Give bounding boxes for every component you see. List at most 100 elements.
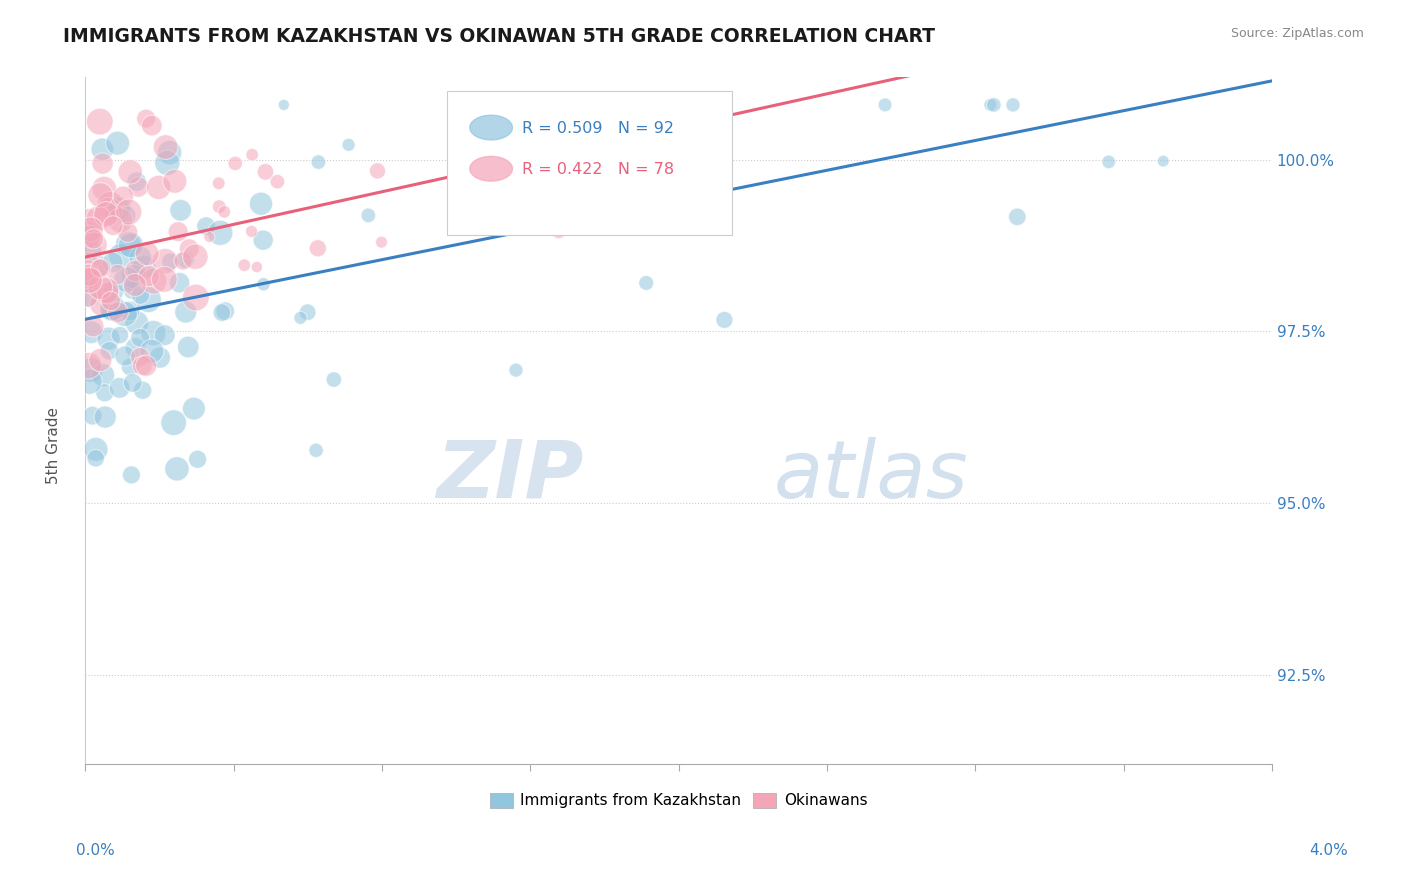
Point bbox=[141, 119, 163, 133]
Point bbox=[112, 189, 135, 203]
Point bbox=[208, 176, 231, 190]
Point bbox=[96, 207, 118, 221]
Point bbox=[983, 98, 1005, 112]
Point bbox=[290, 310, 312, 325]
Point bbox=[187, 452, 209, 467]
Point bbox=[115, 272, 138, 286]
Point bbox=[77, 214, 100, 228]
Point bbox=[125, 175, 148, 189]
Circle shape bbox=[470, 156, 512, 181]
Point bbox=[91, 156, 114, 170]
Point bbox=[713, 313, 735, 327]
Point bbox=[79, 243, 101, 257]
Point bbox=[1001, 98, 1024, 112]
Point bbox=[127, 180, 149, 194]
Point bbox=[89, 353, 111, 368]
Point bbox=[107, 268, 129, 282]
Point bbox=[214, 304, 236, 318]
Point bbox=[167, 225, 190, 239]
Point bbox=[129, 251, 152, 265]
Point bbox=[172, 253, 194, 268]
Point bbox=[600, 103, 623, 117]
Point bbox=[174, 305, 197, 319]
Point bbox=[524, 98, 547, 112]
Point bbox=[122, 269, 145, 284]
Point bbox=[179, 242, 201, 256]
Text: R = 0.509   N = 92: R = 0.509 N = 92 bbox=[522, 120, 673, 136]
Point bbox=[124, 341, 146, 355]
Point bbox=[366, 164, 388, 178]
Point bbox=[89, 188, 111, 202]
Text: 0.0%: 0.0% bbox=[76, 843, 115, 858]
Point bbox=[979, 98, 1001, 112]
Point bbox=[149, 351, 172, 365]
Point bbox=[117, 226, 139, 240]
Point bbox=[80, 363, 103, 377]
Point bbox=[214, 205, 236, 219]
Point bbox=[135, 359, 157, 373]
Point bbox=[224, 156, 246, 170]
Point bbox=[183, 401, 205, 416]
Text: Source: ZipAtlas.com: Source: ZipAtlas.com bbox=[1230, 27, 1364, 40]
Point bbox=[117, 237, 139, 252]
Point bbox=[471, 112, 494, 126]
Point bbox=[77, 262, 100, 277]
Point bbox=[240, 224, 263, 238]
Point bbox=[83, 232, 105, 246]
Point bbox=[80, 222, 103, 236]
Point bbox=[547, 225, 569, 239]
Point bbox=[80, 325, 103, 339]
Point bbox=[211, 305, 233, 319]
Point bbox=[567, 112, 589, 126]
Point bbox=[134, 260, 156, 275]
Text: IMMIGRANTS FROM KAZAKHSTAN VS OKINAWAN 5TH GRADE CORRELATION CHART: IMMIGRANTS FROM KAZAKHSTAN VS OKINAWAN 5… bbox=[63, 27, 935, 45]
Point bbox=[79, 375, 101, 389]
Point bbox=[873, 98, 896, 112]
Point bbox=[91, 368, 114, 383]
Point bbox=[110, 249, 132, 263]
Point bbox=[479, 150, 502, 164]
Point bbox=[155, 140, 177, 154]
Point bbox=[337, 137, 360, 152]
Point bbox=[159, 145, 181, 160]
Point bbox=[129, 331, 152, 345]
Point bbox=[131, 384, 153, 398]
Point bbox=[90, 297, 112, 311]
Point bbox=[131, 359, 153, 373]
Point bbox=[84, 451, 107, 466]
Text: ZIP: ZIP bbox=[436, 436, 583, 515]
Point bbox=[254, 165, 277, 179]
Point bbox=[135, 112, 157, 126]
Point bbox=[77, 268, 100, 283]
Point bbox=[169, 203, 191, 218]
Point bbox=[82, 409, 104, 423]
Point bbox=[118, 304, 141, 318]
Point bbox=[107, 305, 129, 319]
Point bbox=[108, 328, 131, 343]
Point bbox=[636, 276, 658, 290]
Point bbox=[124, 277, 146, 292]
Point bbox=[307, 241, 329, 255]
Point bbox=[77, 287, 100, 301]
Point bbox=[79, 273, 101, 287]
Point bbox=[93, 385, 115, 400]
Circle shape bbox=[470, 115, 512, 140]
Point bbox=[89, 261, 111, 276]
Point bbox=[89, 114, 111, 128]
Point bbox=[97, 286, 120, 301]
Point bbox=[77, 226, 100, 240]
Point bbox=[246, 260, 269, 274]
Point bbox=[108, 381, 131, 395]
Point bbox=[118, 359, 141, 374]
Point bbox=[100, 294, 122, 309]
Point bbox=[101, 219, 124, 233]
Point bbox=[115, 208, 138, 222]
Point bbox=[177, 340, 200, 354]
Point bbox=[307, 155, 329, 169]
Text: R = 0.422   N = 78: R = 0.422 N = 78 bbox=[522, 161, 673, 177]
Point bbox=[77, 291, 100, 305]
Point bbox=[77, 359, 100, 373]
Point bbox=[148, 180, 170, 194]
Point bbox=[90, 261, 112, 276]
Point bbox=[77, 255, 100, 269]
